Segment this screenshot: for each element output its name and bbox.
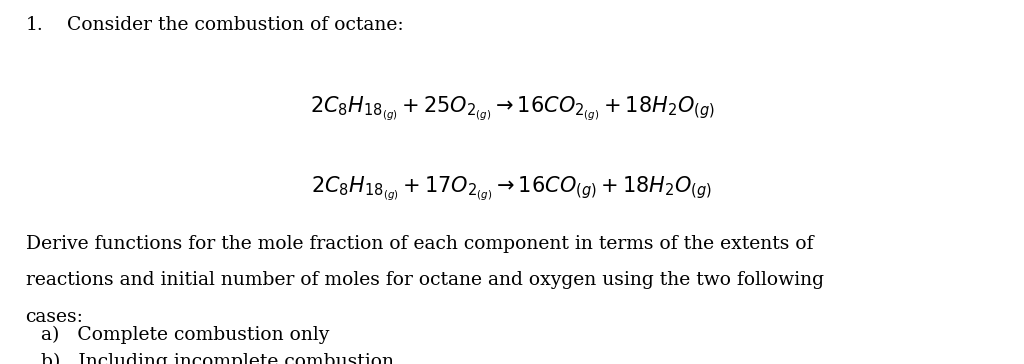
Text: reactions and initial number of moles for octane and oxygen using the two follow: reactions and initial number of moles fo… (26, 271, 823, 289)
Text: b)   Including incomplete combustion: b) Including incomplete combustion (41, 353, 394, 364)
Text: Derive functions for the mole fraction of each component in terms of the extents: Derive functions for the mole fraction o… (26, 235, 813, 253)
Text: cases:: cases: (26, 308, 84, 325)
Text: 1.: 1. (26, 16, 43, 34)
Text: $2C_8H_{18_{(g)}} + 25O_{2_{(g)}} \rightarrow 16CO_{2_{(g)}} + 18H_2O_{(g)}$: $2C_8H_{18_{(g)}} + 25O_{2_{(g)}} \right… (309, 95, 715, 123)
Text: $2C_8H_{18_{(g)}} + 17O_{2_{(g)}} \rightarrow 16CO_{(g)} + 18H_2O_{(g)}$: $2C_8H_{18_{(g)}} + 17O_{2_{(g)}} \right… (311, 175, 713, 203)
Text: Consider the combustion of octane:: Consider the combustion of octane: (67, 16, 403, 34)
Text: a)   Complete combustion only: a) Complete combustion only (41, 326, 330, 344)
